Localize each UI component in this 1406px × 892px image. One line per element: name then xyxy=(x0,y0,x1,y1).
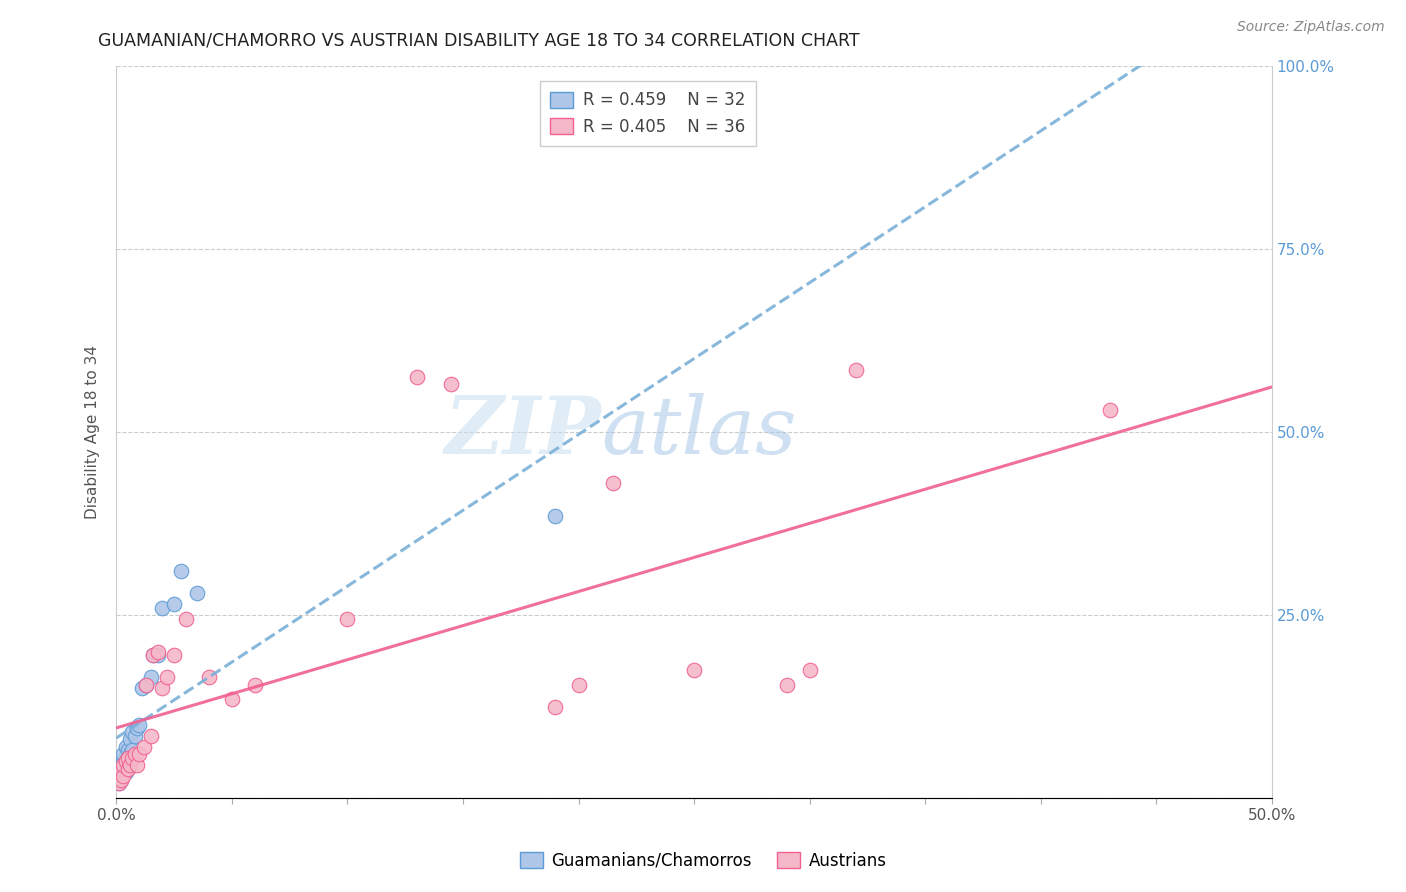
Text: GUAMANIAN/CHAMORRO VS AUSTRIAN DISABILITY AGE 18 TO 34 CORRELATION CHART: GUAMANIAN/CHAMORRO VS AUSTRIAN DISABILIT… xyxy=(98,31,860,49)
Point xyxy=(142,648,165,663)
Point xyxy=(125,722,148,736)
Point xyxy=(110,758,132,772)
Y-axis label: Disability Age 18 to 34: Disability Age 18 to 34 xyxy=(86,345,100,519)
Point xyxy=(107,769,129,783)
Point xyxy=(139,729,162,743)
Point xyxy=(121,725,143,739)
Point xyxy=(544,699,567,714)
Point xyxy=(156,670,179,684)
Point xyxy=(112,755,135,769)
Point xyxy=(152,600,174,615)
Point xyxy=(110,755,132,769)
Point xyxy=(135,677,157,691)
Legend: R = 0.459    N = 32, R = 0.405    N = 36: R = 0.459 N = 32, R = 0.405 N = 36 xyxy=(540,81,755,145)
Point xyxy=(146,644,169,658)
Point xyxy=(132,739,155,754)
Point xyxy=(121,743,143,757)
Point xyxy=(152,681,174,696)
Point xyxy=(243,677,266,691)
Point xyxy=(163,597,186,611)
Point xyxy=(163,648,186,663)
Point xyxy=(107,776,129,790)
Point xyxy=(124,729,146,743)
Point xyxy=(110,762,132,776)
Point xyxy=(544,509,567,524)
Point xyxy=(336,612,359,626)
Point xyxy=(128,747,150,761)
Point xyxy=(124,747,146,761)
Point xyxy=(114,739,136,754)
Point xyxy=(405,370,427,384)
Point xyxy=(125,758,148,772)
Point xyxy=(114,755,136,769)
Point xyxy=(117,751,139,765)
Text: atlas: atlas xyxy=(602,393,797,471)
Point xyxy=(170,564,193,578)
Point xyxy=(146,648,169,663)
Point xyxy=(112,769,135,783)
Legend: Guamanians/Chamorros, Austrians: Guamanians/Chamorros, Austrians xyxy=(513,846,893,877)
Point xyxy=(799,663,821,677)
Point xyxy=(567,677,589,691)
Point xyxy=(117,751,139,765)
Point xyxy=(197,670,219,684)
Point xyxy=(775,677,797,691)
Point xyxy=(142,648,165,663)
Text: ZIP: ZIP xyxy=(444,393,602,471)
Point xyxy=(120,747,142,761)
Point xyxy=(683,663,706,677)
Point xyxy=(1099,402,1122,417)
Text: Source: ZipAtlas.com: Source: ZipAtlas.com xyxy=(1237,20,1385,34)
Point xyxy=(120,758,142,772)
Point xyxy=(128,718,150,732)
Point xyxy=(114,765,136,780)
Point xyxy=(174,612,197,626)
Point xyxy=(131,681,153,696)
Point xyxy=(110,772,132,787)
Point xyxy=(186,586,208,600)
Point xyxy=(110,772,132,787)
Point xyxy=(117,762,139,776)
Point xyxy=(139,670,162,684)
Point xyxy=(112,765,135,780)
Point xyxy=(845,362,868,376)
Point xyxy=(112,747,135,761)
Point xyxy=(112,758,135,772)
Point xyxy=(221,692,243,706)
Point xyxy=(107,772,129,787)
Point xyxy=(114,755,136,769)
Point xyxy=(110,762,132,776)
Point xyxy=(121,751,143,765)
Point xyxy=(440,377,463,392)
Point xyxy=(135,677,157,691)
Point xyxy=(117,743,139,757)
Point xyxy=(602,476,624,491)
Point xyxy=(120,732,142,747)
Point xyxy=(107,776,129,790)
